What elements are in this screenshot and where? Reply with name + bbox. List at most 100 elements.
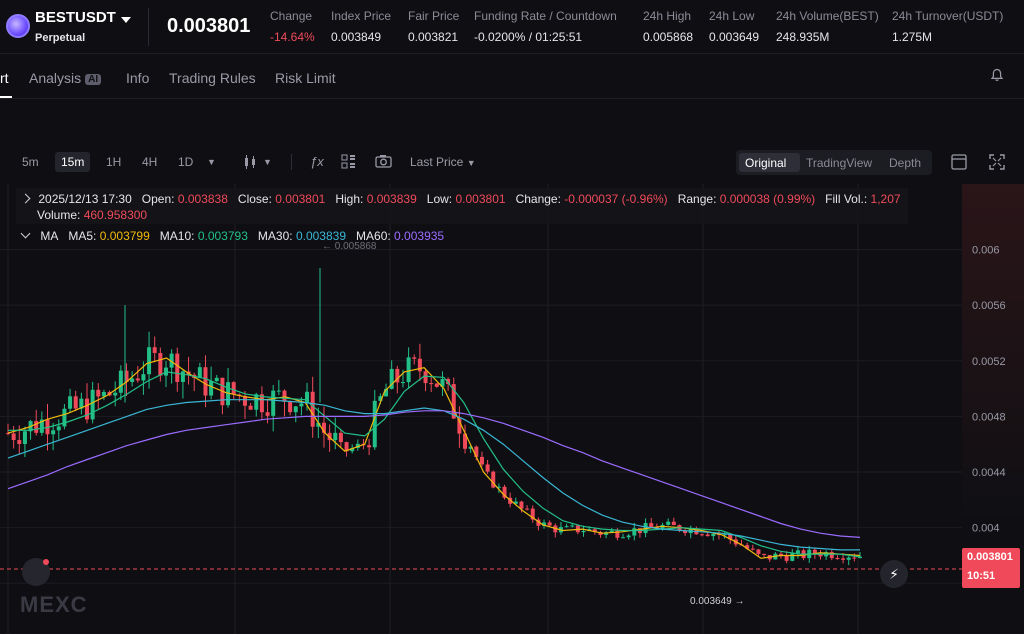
candle-body xyxy=(22,431,27,444)
current-price-tag: 0.003801 10:51 xyxy=(962,548,1020,588)
y-tick-label: 0.0048 xyxy=(972,411,1006,423)
camera-icon[interactable] xyxy=(375,154,392,169)
stat-24h-high: 24h High 0.005868 xyxy=(643,9,693,44)
lightning-icon[interactable]: ⚡ xyxy=(880,560,908,588)
candle-body xyxy=(384,388,389,397)
fillvol-value: 1,207 xyxy=(870,192,901,206)
tab-trading-rules[interactable]: Trading Rules xyxy=(169,70,256,86)
candle-body xyxy=(175,353,180,382)
ma-line-ma10 xyxy=(8,371,861,558)
ma5-value: 0.003799 xyxy=(99,229,150,243)
candle-body xyxy=(417,358,422,372)
stat-value: 1.275M xyxy=(892,30,933,44)
candle-body xyxy=(288,401,293,413)
candle-body xyxy=(305,391,310,404)
tab-analysis[interactable]: Analysis AI xyxy=(29,70,102,86)
stat-change: Change -14.64% xyxy=(270,9,315,44)
candle-body xyxy=(440,378,445,387)
indicators-fx-icon[interactable]: ƒx xyxy=(310,154,324,169)
candle-body xyxy=(101,391,106,397)
timeframe-5m[interactable]: 5m xyxy=(22,155,39,169)
candle-body xyxy=(34,421,39,433)
candle-body xyxy=(474,446,479,457)
candle-body xyxy=(338,432,343,443)
price-type-select[interactable]: Last Price ▼ xyxy=(410,155,476,169)
candle-body xyxy=(406,357,411,383)
candle-body xyxy=(858,556,862,558)
candle-body xyxy=(372,400,377,448)
volume-legend: Volume: 460.958300 xyxy=(37,208,147,222)
timeframe-15m[interactable]: 15m xyxy=(55,152,91,172)
volume-value: 460.958300 xyxy=(83,208,148,222)
panel-tabs: rt Analysis AI Info Trading Rules Risk Li… xyxy=(0,55,1024,99)
ticker-header: BESTUSDT Perpetual 0.003801 Change -14.6… xyxy=(0,0,1024,54)
candle-body xyxy=(79,398,84,409)
candle-body xyxy=(141,374,146,381)
chevron-right-icon[interactable] xyxy=(20,193,31,204)
notification-icon[interactable] xyxy=(22,558,50,586)
candle-body xyxy=(491,471,496,488)
candle-body xyxy=(762,553,767,555)
candle-body xyxy=(779,553,784,556)
candle-type-icon[interactable] xyxy=(242,154,260,170)
tab-chart[interactable]: rt xyxy=(0,70,9,86)
timeframe-4h[interactable]: 4H xyxy=(142,155,158,169)
stat-value: 0.003849 xyxy=(331,30,382,44)
candle-body xyxy=(412,357,417,359)
coin-logo-icon xyxy=(6,14,30,38)
chevron-down-icon[interactable] xyxy=(20,228,31,239)
timeframe-dropdown-icon[interactable]: ▼ xyxy=(207,157,216,167)
candle-body xyxy=(68,396,73,409)
symbol-dropdown-icon[interactable] xyxy=(121,17,131,23)
low-marker-label: 0.003649 → xyxy=(690,596,745,607)
candle-body xyxy=(660,524,665,530)
candle-body xyxy=(367,445,372,448)
timeframe-1d[interactable]: 1D xyxy=(178,155,194,169)
chart-toolbar: 5m 15m 1H 4H 1D ▼ ▼ ƒx Last Price ▼ xyxy=(0,145,1024,179)
candle-body xyxy=(502,486,507,498)
tab-risk-limit[interactable]: Risk Limit xyxy=(275,70,336,86)
layout-grid-icon[interactable] xyxy=(341,154,356,169)
y-tick-label: 0.0056 xyxy=(972,300,1006,312)
candle-body xyxy=(62,408,67,427)
view-tradingview[interactable]: TradingView xyxy=(806,156,873,170)
candle-body xyxy=(479,456,484,465)
candle-type-dropdown-icon[interactable]: ▼ xyxy=(263,157,272,167)
stat-24h-turnover: 24h Turnover(USDT) 1.275M xyxy=(892,9,1003,44)
ohlc-legend: 2025/12/13 17:30 Open: 0.003838 Close: 0… xyxy=(20,192,901,206)
stat-funding-rate[interactable]: Funding Rate / Countdown -0.0200% / 01:2… xyxy=(474,9,617,44)
ma10-label: MA10: xyxy=(159,229,195,243)
toolbar-divider xyxy=(291,154,292,170)
symbol-name[interactable]: BESTUSDT xyxy=(35,9,116,26)
fullscreen-icon[interactable] xyxy=(989,154,1005,170)
legend-background xyxy=(16,188,908,224)
candle-body xyxy=(852,557,857,559)
candle-body xyxy=(626,535,631,538)
panel-layout-icon[interactable] xyxy=(951,154,967,170)
high-marker-label: ← 0.005868 xyxy=(322,241,377,252)
view-depth[interactable]: Depth xyxy=(889,156,922,170)
candle-body xyxy=(530,508,535,520)
candle-body xyxy=(209,381,214,396)
candle-body xyxy=(722,534,727,536)
view-active-indicator xyxy=(739,153,800,172)
stat-index-price: Index Price 0.003849 xyxy=(331,9,391,44)
bell-icon[interactable] xyxy=(990,68,1004,82)
low-value: 0.003801 xyxy=(455,192,506,206)
candle-body xyxy=(214,377,219,382)
candlestick-chart[interactable]: 0.006 0.0056 0.0052 0.0048 0.0044 0.004 0.0036… xyxy=(0,184,1024,634)
price-chart[interactable]: 0.006 0.0056 0.0052 0.0048 0.0044 0.004 0.0036… xyxy=(0,184,1024,634)
candle-body xyxy=(632,528,637,536)
ai-badge-icon: AI xyxy=(85,74,102,85)
candle-body xyxy=(683,530,688,534)
candle-body xyxy=(248,405,253,410)
candle-body xyxy=(542,522,547,526)
candle-body xyxy=(299,403,304,407)
tab-info[interactable]: Info xyxy=(126,70,150,86)
candle-body xyxy=(846,557,851,560)
view-original[interactable]: Original xyxy=(745,156,787,170)
stat-value: 248.935M xyxy=(776,30,830,44)
timeframe-1h[interactable]: 1H xyxy=(106,155,122,169)
candle-body xyxy=(152,347,157,354)
candle-body xyxy=(829,552,834,559)
